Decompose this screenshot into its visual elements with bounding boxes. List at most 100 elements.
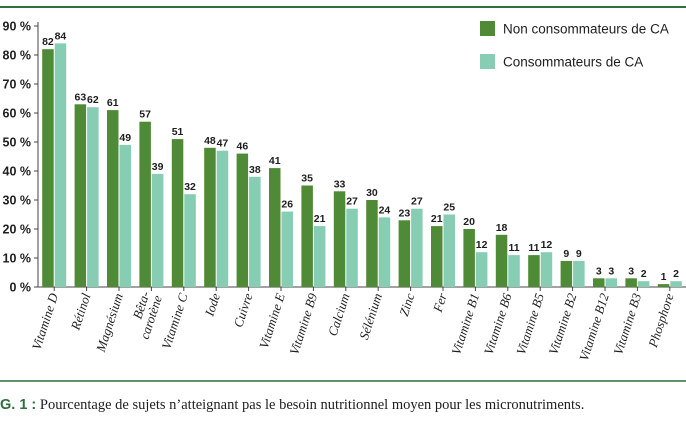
data-label: 82 bbox=[42, 36, 54, 48]
data-label: 26 bbox=[281, 199, 293, 211]
y-tick-label: 80 % bbox=[3, 49, 32, 63]
caption-text: Pourcentage de sujets n’atteignant pas l… bbox=[39, 397, 585, 413]
bar bbox=[313, 226, 326, 287]
data-label: 47 bbox=[217, 138, 229, 150]
data-label: 25 bbox=[443, 202, 455, 214]
x-tick-label: Vitamine E bbox=[256, 291, 288, 350]
bar bbox=[184, 194, 196, 287]
caption-label: G. 1 : bbox=[0, 397, 37, 413]
y-tick-label: 90 % bbox=[3, 20, 32, 34]
x-tick-label: Vitamine B3 bbox=[610, 291, 644, 357]
bar bbox=[625, 278, 637, 287]
bar bbox=[249, 176, 261, 287]
bar bbox=[431, 226, 443, 287]
data-label: 2 bbox=[641, 268, 647, 280]
bar bbox=[411, 208, 423, 287]
data-label: 20 bbox=[463, 216, 475, 228]
data-label: 61 bbox=[107, 97, 119, 109]
bar bbox=[281, 211, 293, 287]
data-label: 12 bbox=[541, 239, 553, 251]
x-tick-label: Magnésium bbox=[93, 291, 126, 354]
bar bbox=[42, 49, 54, 288]
data-label: 11 bbox=[528, 242, 539, 254]
data-label: 32 bbox=[184, 181, 196, 193]
data-label: 9 bbox=[576, 248, 582, 260]
figure-caption: G. 1 : Pourcentage de sujets n’atteignan… bbox=[0, 397, 686, 414]
data-label: 48 bbox=[204, 135, 216, 147]
bar bbox=[560, 260, 573, 287]
data-label: 9 bbox=[563, 248, 569, 260]
bar bbox=[216, 150, 229, 287]
bar bbox=[236, 153, 249, 287]
data-label: 84 bbox=[55, 30, 67, 42]
data-label: 39 bbox=[152, 161, 164, 173]
bar bbox=[475, 252, 488, 287]
data-label: 27 bbox=[411, 196, 423, 208]
data-label: 51 bbox=[172, 126, 184, 138]
data-label: 33 bbox=[334, 178, 346, 190]
data-label: 30 bbox=[366, 187, 378, 199]
bar bbox=[366, 200, 378, 287]
data-label: 63 bbox=[75, 91, 87, 103]
bar bbox=[657, 284, 670, 287]
data-label: 18 bbox=[496, 222, 508, 234]
y-tick-label: 50 % bbox=[3, 136, 32, 150]
bar bbox=[119, 144, 131, 287]
bar bbox=[301, 185, 313, 287]
y-tick-label: 60 % bbox=[3, 107, 32, 121]
x-tick-label: Cuivre bbox=[230, 291, 255, 329]
y-tick-label: 10 % bbox=[3, 252, 32, 266]
bar bbox=[593, 278, 605, 287]
data-label: 49 bbox=[119, 132, 131, 144]
legend-swatch bbox=[480, 21, 495, 36]
x-tick-label: Vitamine B5 bbox=[513, 291, 547, 357]
x-tick-label: Zinc bbox=[396, 291, 417, 318]
bar bbox=[269, 168, 281, 287]
x-tick-label: Vitamine D bbox=[29, 291, 62, 352]
data-label: 57 bbox=[139, 109, 151, 121]
bar bbox=[54, 43, 67, 288]
x-tick-label: Iode bbox=[201, 291, 223, 319]
x-tick-label: Vitamine B9 bbox=[286, 291, 320, 357]
bar bbox=[378, 217, 391, 287]
data-label: 3 bbox=[628, 265, 634, 277]
bar bbox=[74, 104, 87, 287]
x-tick-label: Vitamine B1 bbox=[448, 291, 482, 356]
bar bbox=[139, 121, 151, 287]
data-label: 12 bbox=[476, 239, 488, 251]
data-label: 35 bbox=[301, 173, 313, 185]
bar bbox=[107, 110, 119, 287]
bar bbox=[204, 147, 216, 287]
y-tick-label: 30 % bbox=[3, 194, 32, 208]
bar bbox=[87, 107, 99, 287]
data-label: 62 bbox=[87, 94, 99, 106]
data-label: 2 bbox=[673, 268, 679, 280]
legend-label: Consommateurs de CA bbox=[503, 55, 643, 70]
x-tick-label: Sélénium bbox=[356, 291, 385, 341]
data-label: 3 bbox=[608, 265, 614, 277]
bar bbox=[443, 214, 455, 287]
bar bbox=[605, 278, 617, 287]
bar bbox=[151, 173, 164, 287]
bar bbox=[346, 208, 358, 287]
x-tick-label: Rétinol bbox=[67, 291, 93, 333]
data-label: 41 bbox=[269, 155, 281, 167]
data-label: 21 bbox=[314, 213, 326, 225]
data-label: 38 bbox=[249, 164, 261, 176]
bar bbox=[540, 252, 553, 287]
y-tick-label: 70 % bbox=[3, 78, 32, 92]
legend-label: Non consommateurs de CA bbox=[503, 22, 669, 37]
data-label: 46 bbox=[237, 141, 249, 153]
data-label: 23 bbox=[399, 207, 411, 219]
x-tick-label: Fer bbox=[429, 290, 450, 314]
x-tick-label: Vitamine B12 bbox=[576, 291, 612, 363]
bar bbox=[528, 255, 540, 287]
bar bbox=[333, 191, 346, 287]
x-tick-label: Vitamine B6 bbox=[481, 291, 515, 357]
data-label: 21 bbox=[431, 213, 443, 225]
legend-swatch bbox=[480, 54, 495, 69]
x-tick-label: Bêta-carotène bbox=[124, 289, 165, 341]
data-label: 27 bbox=[346, 196, 358, 208]
